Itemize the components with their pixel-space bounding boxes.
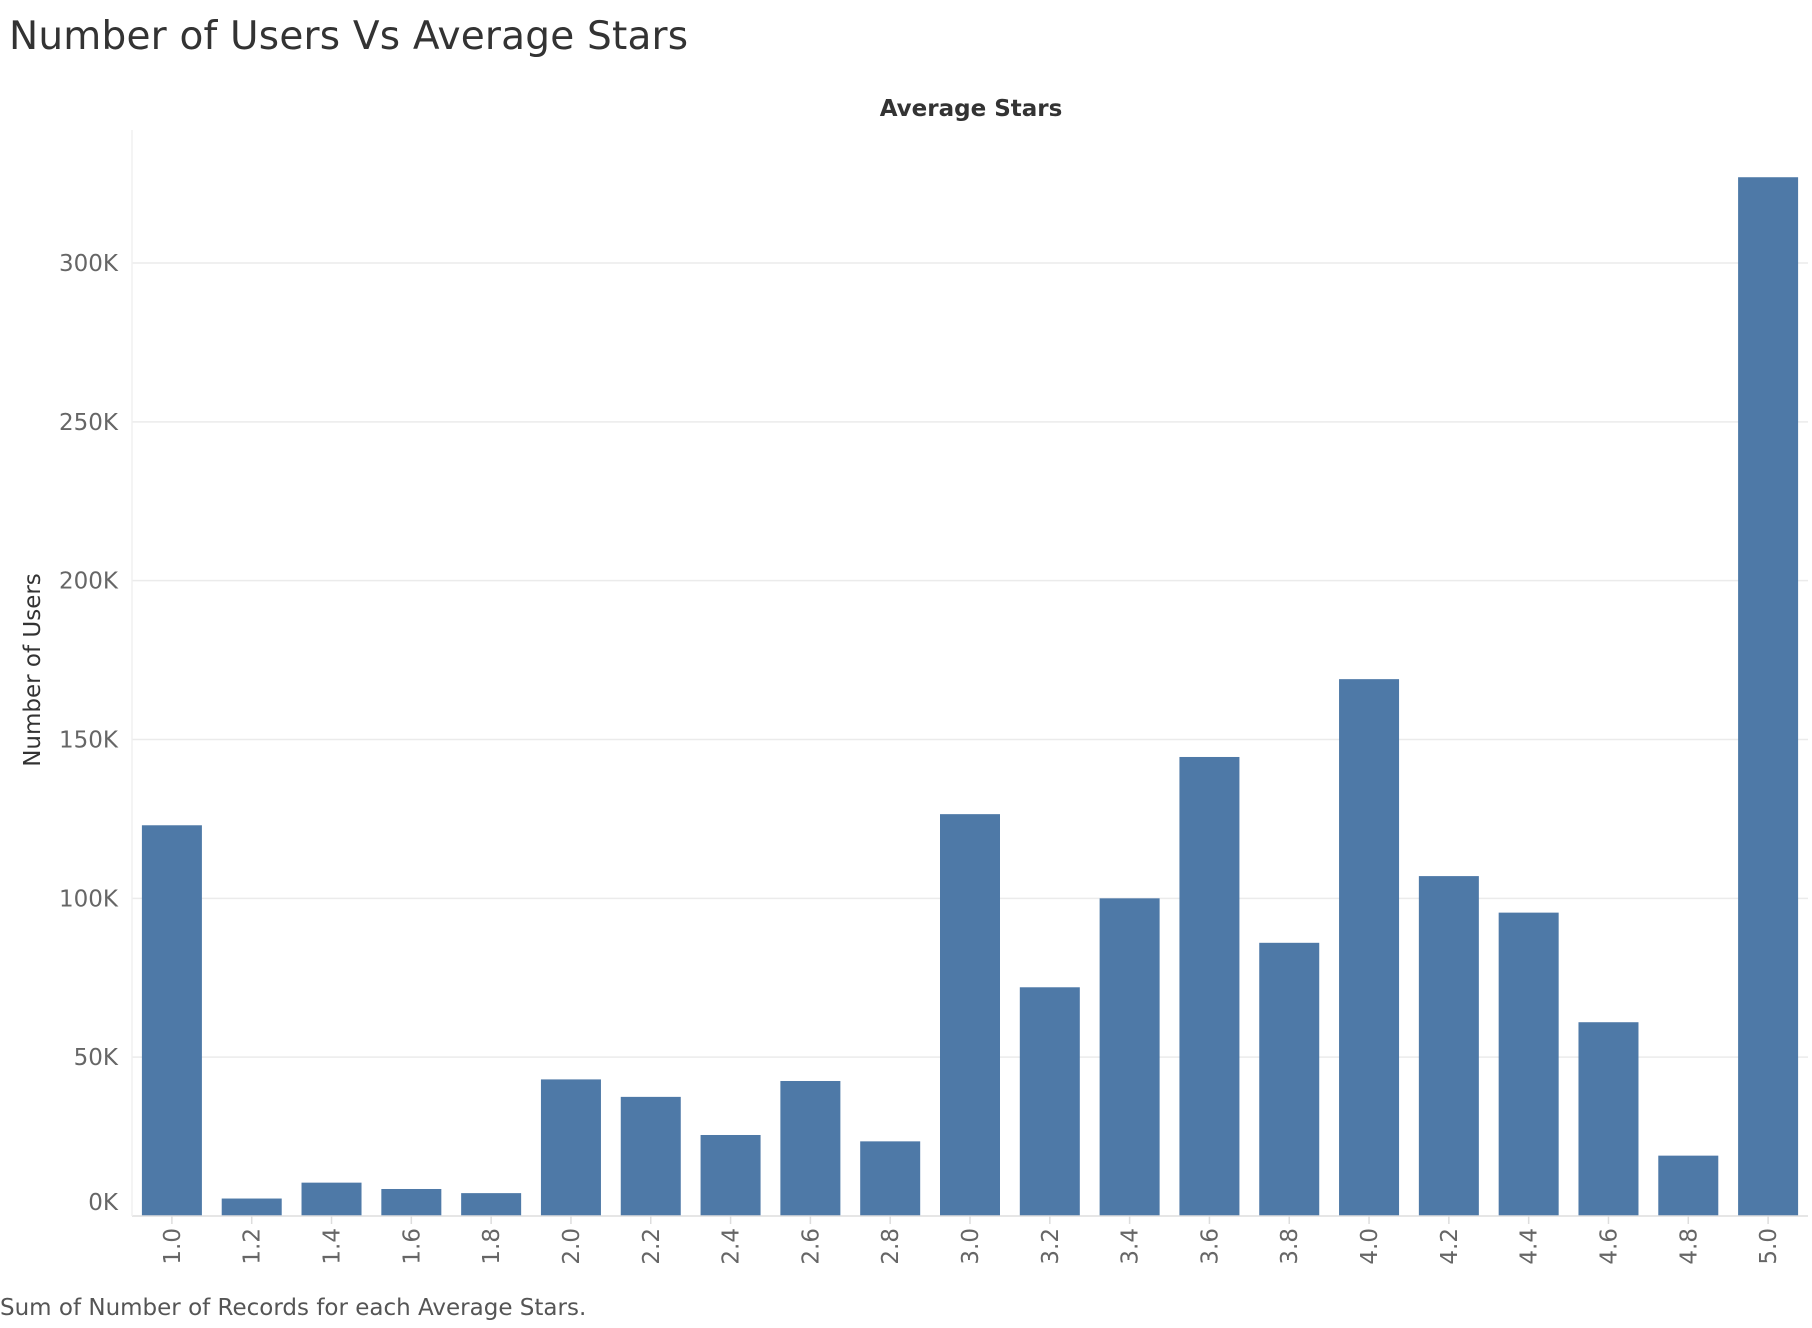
bar <box>1738 177 1799 1217</box>
x-tick-label: 1.0 <box>160 1228 186 1265</box>
chart-caption: Sum of Number of Records for each Averag… <box>0 1295 587 1321</box>
bar <box>940 814 1000 1216</box>
bar <box>141 825 202 1216</box>
x-tick-label: 2.2 <box>639 1228 665 1265</box>
bar <box>461 1193 522 1216</box>
y-tick-label: 0K <box>88 1190 119 1216</box>
bar <box>1418 876 1479 1216</box>
bar <box>1658 1155 1719 1216</box>
x-tick-label: 3.2 <box>1038 1228 1064 1265</box>
x-tick-label: 1.2 <box>240 1228 266 1265</box>
x-tick-label: 3.4 <box>1118 1228 1144 1265</box>
bar <box>1099 898 1160 1216</box>
x-tick-label: 3.0 <box>958 1228 984 1265</box>
x-tick-label: 2.8 <box>878 1228 904 1265</box>
bar <box>1339 679 1400 1216</box>
x-axis-ticks: 1.0 1.2 1.4 1.6 1.8 2.0 2.2 2.4 2.6 2.8 3.0 3.2 3.4 3… <box>160 1216 1782 1265</box>
y-tick-label: 200K <box>59 569 119 595</box>
y-axis-title: Number of Users <box>20 573 46 767</box>
bar <box>1259 942 1320 1216</box>
x-tick-label: 4.2 <box>1437 1228 1463 1265</box>
x-tick-label: 4.0 <box>1357 1228 1383 1265</box>
bar <box>540 1079 601 1216</box>
bar <box>1179 756 1240 1216</box>
axes <box>131 130 1808 1217</box>
bar <box>1578 1022 1639 1216</box>
y-tick-label: 300K <box>59 251 119 277</box>
bar <box>1019 987 1080 1216</box>
x-tick-label: 4.6 <box>1596 1228 1622 1265</box>
bars <box>141 177 1799 1217</box>
bar <box>221 1198 282 1216</box>
bar <box>381 1188 442 1216</box>
chart-title: Number of Users Vs Average Stars <box>9 14 689 59</box>
x-tick-label: 2.6 <box>798 1228 824 1265</box>
bar <box>1498 912 1559 1216</box>
bar <box>780 1080 841 1216</box>
x-tick-label: 4.4 <box>1517 1228 1543 1265</box>
y-tick-label: 50K <box>74 1045 119 1071</box>
y-tick-label: 250K <box>59 410 119 436</box>
x-tick-label: 2.0 <box>559 1228 585 1265</box>
column-header: Average Stars <box>880 96 1063 122</box>
y-axis-ticks: 0K 50K 100K 150K 200K 250K 300K <box>59 251 119 1216</box>
bar <box>301 1182 362 1216</box>
x-tick-label: 3.8 <box>1277 1228 1303 1265</box>
x-tick-label: 2.4 <box>719 1228 745 1265</box>
x-tick-label: 1.6 <box>399 1228 425 1265</box>
y-tick-label: 100K <box>59 886 119 912</box>
x-tick-label: 5.0 <box>1756 1228 1782 1265</box>
x-tick-label: 1.4 <box>320 1228 346 1265</box>
bar <box>860 1141 921 1216</box>
bar <box>620 1096 681 1216</box>
x-tick-label: 1.8 <box>479 1228 505 1265</box>
bar <box>700 1134 761 1216</box>
y-tick-label: 150K <box>59 728 119 754</box>
x-tick-label: 4.8 <box>1676 1228 1702 1265</box>
x-tick-label: 3.6 <box>1197 1228 1223 1265</box>
